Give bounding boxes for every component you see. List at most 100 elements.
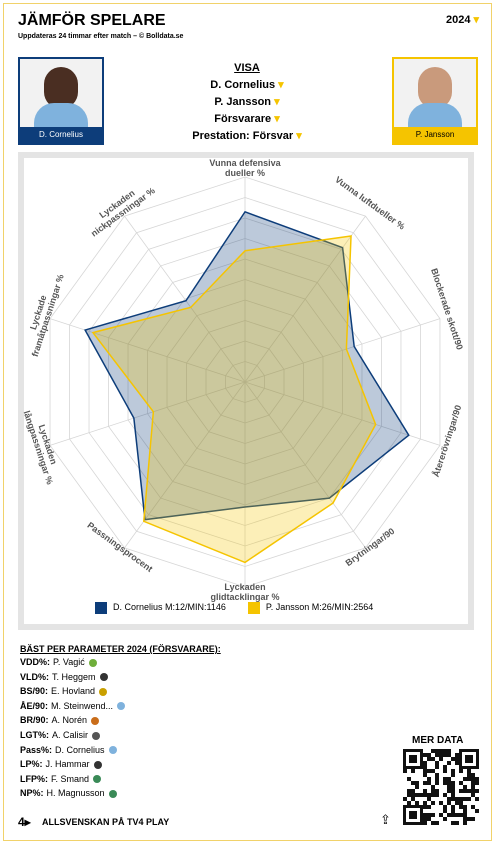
qr-cell <box>423 769 427 773</box>
player-card[interactable]: P. Jansson <box>392 57 478 145</box>
qr-cell <box>467 769 471 773</box>
qr-cell <box>463 821 467 825</box>
best-row: ÅE/90: M. Steinwend... <box>20 701 126 711</box>
param-code: VLD%: <box>20 671 49 682</box>
tv4-logo: 4▸ <box>18 815 31 829</box>
qr-cell <box>415 793 419 797</box>
select[interactable]: Försvarare ▾ <box>214 113 280 125</box>
qr-cell <box>411 793 415 797</box>
qr-cell <box>471 781 475 785</box>
qr-cell <box>427 805 431 809</box>
selection: VISA D. Cornelius ▾ P. Jansson ▾ Försvar… <box>147 60 347 145</box>
qr-cell <box>423 753 427 757</box>
qr-cell <box>435 773 439 777</box>
qr-cell <box>439 757 443 761</box>
qr-cell <box>447 777 451 781</box>
qr-cell <box>447 797 451 801</box>
chart-panel <box>18 152 474 630</box>
club-badge <box>93 760 102 769</box>
year: 2024 <box>446 14 471 26</box>
param-code: VDD%: <box>20 657 51 667</box>
spoke <box>244 381 366 549</box>
qr-cell <box>463 813 467 817</box>
photo <box>418 67 452 109</box>
axis-label: Vunna defensiva dueller % <box>209 158 281 178</box>
qr-cell <box>471 793 475 797</box>
qr-cell <box>431 813 435 817</box>
footer-link[interactable]: ALLSVENSKAN PÅ TV4 PLAY <box>42 817 170 827</box>
qr-cell <box>427 793 431 797</box>
qr-cell <box>447 761 451 765</box>
qr-cell <box>443 793 447 797</box>
best-row: BS/90: E. Hovland <box>20 686 108 697</box>
spoke <box>124 215 246 383</box>
qr-cell <box>439 801 443 805</box>
best-row: VLD%: T. Heggem <box>20 672 108 682</box>
qr-cell <box>443 805 447 809</box>
qr-code[interactable] <box>402 748 480 826</box>
qr-cell <box>455 761 459 765</box>
qr-cell <box>451 769 455 773</box>
year-select[interactable]: 2024 ▾ <box>446 14 480 26</box>
qr-cell <box>407 777 411 781</box>
radar-chart <box>49 176 441 588</box>
qr-cell <box>463 797 467 801</box>
param-code: LP%: <box>20 759 43 770</box>
player-name: J. Hammar <box>45 759 90 770</box>
legend-item: D. Cornelius M:12/MIN:1146 <box>95 602 226 614</box>
qr-cell <box>411 797 415 801</box>
best-row: LFP%: F. Smand <box>20 773 102 784</box>
photo <box>34 103 88 127</box>
best-row: NP%: H. Magnusson <box>20 788 117 798</box>
select[interactable]: Prestation: Försvar ▾ <box>192 130 302 142</box>
qr-cell <box>455 801 459 805</box>
qr-cell <box>447 781 451 785</box>
qr-cell <box>423 813 427 817</box>
qr-cell <box>423 793 427 797</box>
player-name: F. Smand <box>51 773 90 784</box>
share-icon[interactable]: ⇪ <box>380 812 391 827</box>
player-name: A. Calisir <box>52 730 89 740</box>
player-name: D. Cornelius <box>55 744 105 755</box>
qr-cell <box>443 817 447 821</box>
qr-cell <box>423 789 427 793</box>
qr-cell <box>443 781 447 785</box>
qr-cell <box>423 817 427 821</box>
more-data[interactable]: MER DATA <box>412 735 464 746</box>
player-card[interactable]: D. Cornelius <box>18 57 104 145</box>
qr-cell <box>459 769 463 773</box>
qr-cell <box>427 769 431 773</box>
param-code: BR/90: <box>20 715 49 726</box>
qr-cell <box>471 789 475 793</box>
club-badge <box>88 658 97 667</box>
select[interactable]: D. Cornelius ▾ <box>210 79 284 91</box>
qr-cell <box>475 777 479 781</box>
legend-swatch <box>95 602 107 614</box>
qr-cell <box>463 777 467 781</box>
qr-cell <box>471 785 475 789</box>
qr-cell <box>443 753 447 757</box>
qr-cell <box>455 757 459 761</box>
club-badge <box>93 775 102 784</box>
qr-cell <box>467 789 471 793</box>
player-name: P. Vagić <box>53 657 85 667</box>
qr-cell <box>427 813 431 817</box>
qr-finder <box>465 755 473 763</box>
qr-cell <box>451 805 455 809</box>
qr-cell <box>407 793 411 797</box>
qr-cell <box>423 773 427 777</box>
qr-finder <box>409 755 417 763</box>
select[interactable]: P. Jansson ▾ <box>214 96 280 108</box>
qr-cell <box>431 793 435 797</box>
card <box>3 3 492 841</box>
qr-cell <box>407 789 411 793</box>
qr-cell <box>447 813 451 817</box>
qr-cell <box>455 821 459 825</box>
spoke <box>244 215 366 383</box>
player-name: E. Hovland <box>51 686 96 697</box>
player-name: P. Jansson <box>394 127 476 143</box>
qr-cell <box>447 749 451 753</box>
qr-cell <box>443 777 447 781</box>
title: JÄMFÖR SPELARE <box>18 12 166 29</box>
qr-cell <box>431 749 435 753</box>
